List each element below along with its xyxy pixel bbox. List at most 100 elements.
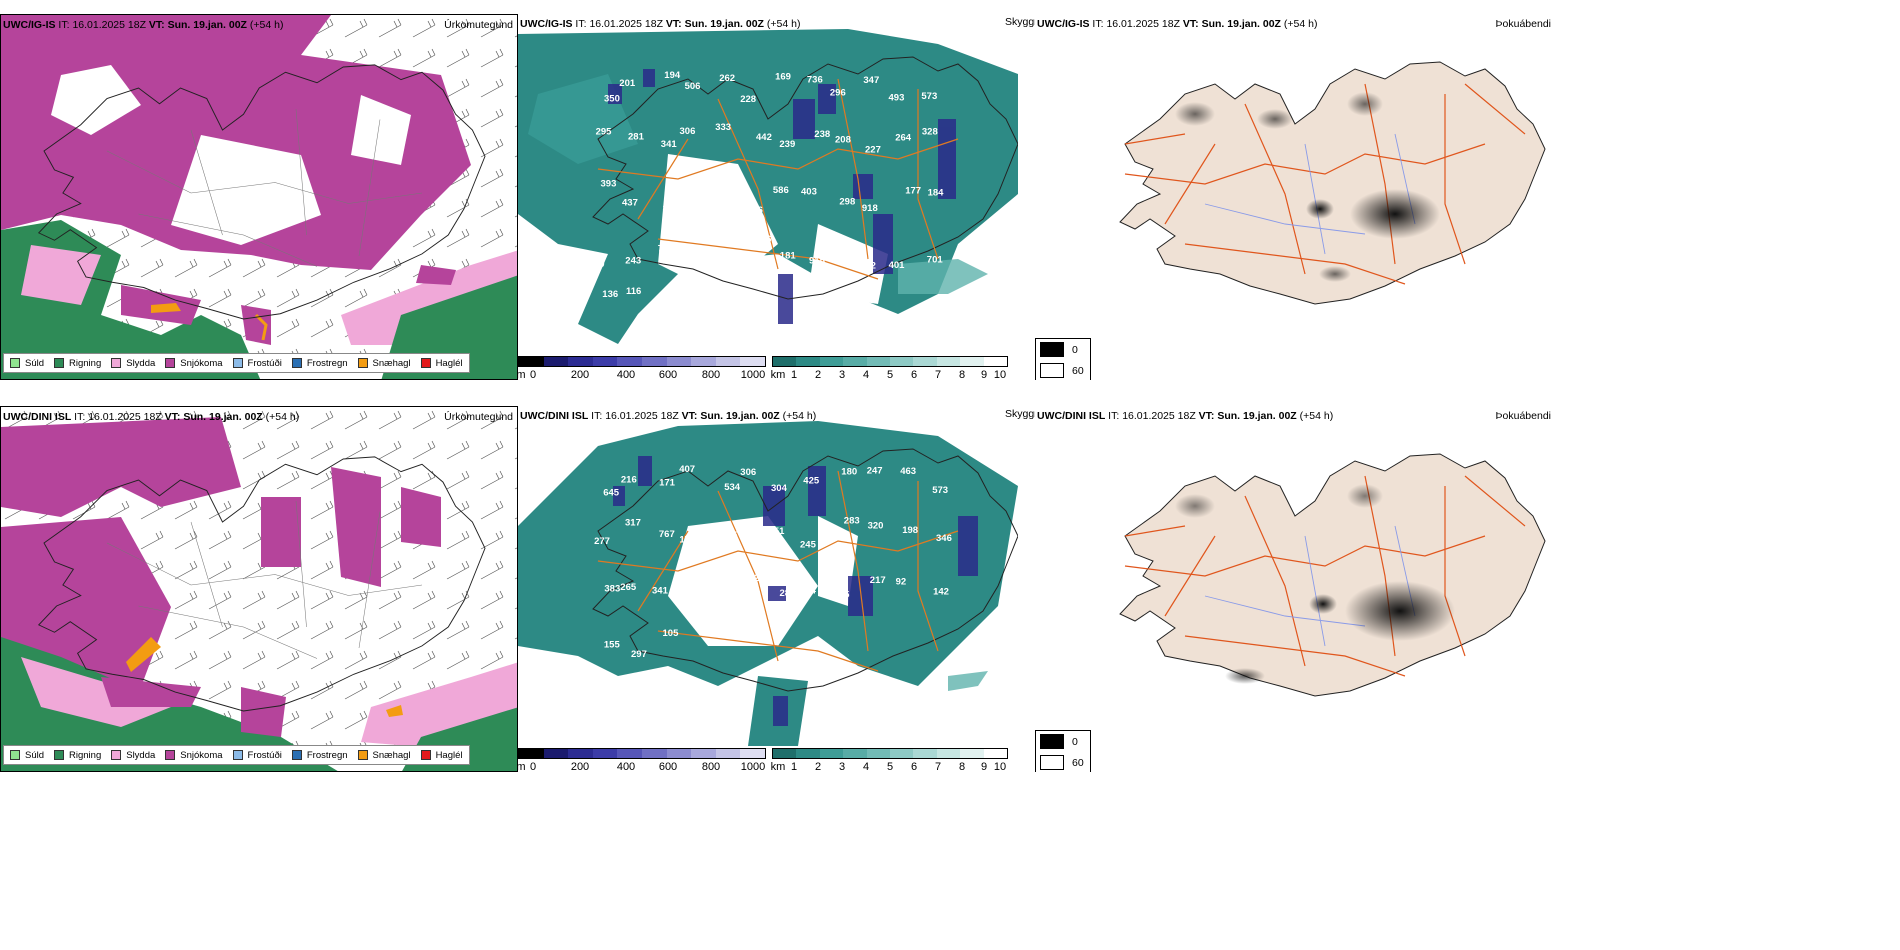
cloud-height-label: 194 — [664, 70, 681, 81]
cloud-height-label: 151 — [769, 526, 786, 537]
cloud-height-label: 366 — [747, 205, 763, 216]
cloud-height-label: 320 — [868, 521, 884, 532]
vis-right-title-bottom: Skyggni — [1005, 408, 1043, 420]
cloud-height-label: 129 — [716, 581, 732, 592]
cloud-height-label: 198 — [902, 525, 918, 536]
height-colorbar-bottom: m 0 200 400 600 800 1000 — [518, 748, 766, 772]
legend-item: Slydda — [111, 750, 155, 761]
cloud-height-label: 184 — [800, 585, 817, 596]
cloud-height-label: 265 — [620, 582, 637, 593]
legend-item: Rigning — [54, 750, 101, 761]
cloud-height-label: 403 — [801, 186, 817, 197]
cloud-height-label: 297 — [631, 649, 647, 660]
cloud-height-label: 283 — [844, 515, 860, 526]
cloud-height-label: 247 — [867, 466, 883, 477]
legend-item: Súld — [10, 750, 44, 761]
cloud-height-label: 317 — [625, 517, 641, 528]
legend-item: Haglél — [420, 358, 463, 369]
cloud-height-label: 215 — [834, 590, 851, 601]
legend-item: Súld — [10, 358, 44, 369]
cloud-height-label: 357 — [694, 200, 710, 211]
cloud-height-label: 243 — [625, 256, 641, 267]
precip-title-top: UWC/IG-IS IT: 16.01.2025 18Z VT: Sun. 19… — [3, 19, 284, 31]
cloud-height-label: 767 — [659, 529, 675, 540]
visibility-labels-top: 350 201 194 506 262 228 169 736 296 347 493 573 295 2… — [589, 70, 944, 310]
cloud-height-label: 306 — [740, 467, 756, 478]
precip-panel-top: UWC/IG-IS IT: 16.01.2025 18Z VT: Sun. 19… — [0, 14, 518, 380]
cloud-height-label: 166 — [756, 234, 772, 245]
cloud-height-label: 573 — [921, 91, 937, 102]
cloud-height-label: 350 — [604, 94, 620, 105]
cloud-height-label: 573 — [932, 485, 948, 496]
cloud-height-label: 586 — [773, 185, 789, 196]
vis-title-top: UWC/IG-IS IT: 16.01.2025 18Z VT: Sun. 19… — [520, 18, 801, 30]
cloud-height-label: 135 — [679, 253, 696, 264]
cloud-height-label: 216 — [621, 475, 637, 486]
fog-map-bottom — [1035, 406, 1555, 772]
cloud-height-label: 281 — [628, 132, 645, 143]
legend-item: Frostregn — [291, 358, 348, 369]
fog-legend-bottom: 0 60 — [1035, 730, 1091, 772]
legend-item: Snjókoma — [165, 358, 223, 369]
cloud-height-label: 238 — [814, 129, 830, 140]
cloud-height-label: 265 — [722, 530, 739, 541]
cloud-height-label: 264 — [895, 133, 912, 144]
legend-item: Frostúði — [232, 750, 282, 761]
cloud-height-label: 201 — [619, 78, 636, 89]
fog-title-bottom: UWC/DINI ISL IT: 16.01.2025 18Z VT: Sun.… — [1037, 410, 1334, 422]
cloud-height-label: 369 — [663, 204, 679, 215]
height-colorbar-top: m 0 200 400 600 800 1000 — [518, 356, 766, 380]
vis-colorbar-top: km 1 2 3 4 5 6 7 8 9 10 — [771, 356, 1008, 380]
cloud-height-label: 252 — [652, 299, 668, 310]
cloud-height-label: 171 — [679, 535, 696, 546]
cloud-height-label: 701 — [927, 254, 944, 265]
cloud-height-label: 383 — [604, 583, 620, 594]
cloud-height-label: 289 — [780, 588, 796, 599]
cloud-height-label: 245 — [800, 539, 817, 550]
fog-map-top — [1035, 14, 1555, 380]
legend-item: Rigning — [54, 358, 101, 369]
cloud-height-label: 918 — [862, 203, 878, 214]
cloud-height-label: 155 — [604, 640, 621, 651]
legend-item: Slydda — [111, 358, 155, 369]
legend-item: Frostregn — [291, 750, 348, 761]
cloud-height-label: 346 — [936, 533, 952, 544]
precip-panel-bottom: UWC/DINI ISL IT: 16.01.2025 18Z VT: Sun.… — [0, 406, 518, 772]
cloud-height-label: 437 — [622, 198, 638, 209]
cloud-height-label: 142 — [933, 586, 949, 597]
fog-right-title-bottom: Þokuábendi — [1495, 410, 1551, 422]
vis-title-bottom: UWC/DINI ISL IT: 16.01.2025 18Z VT: Sun.… — [520, 410, 817, 422]
cloud-height-label: 184 — [928, 188, 945, 199]
cloud-height-label: 169 — [775, 72, 791, 83]
fog-right-title-top: Þokuábendi — [1495, 18, 1551, 30]
cloud-height-label: 493 — [889, 92, 905, 103]
cloud-height-label: 328 — [922, 127, 938, 138]
fog-panel-top: UWC/IG-IS IT: 16.01.2025 18Z VT: Sun. 19… — [1035, 14, 1555, 380]
legend-item: Haglél — [420, 750, 463, 761]
cloud-height-label: 106 — [723, 237, 739, 248]
vis-colorbar-bottom: km 1 2 3 4 5 6 7 8 9 10 — [771, 748, 1008, 772]
legend-item: Snæhagl — [357, 750, 411, 761]
visibility-panel-top: 350 201 194 506 262 228 169 736 296 347 493 573 295 2… — [518, 14, 1018, 380]
cloud-height-label: 105 — [663, 628, 680, 639]
cloud-height-label: 306 — [680, 126, 696, 137]
cloud-height-label: 239 — [779, 139, 795, 150]
cloud-height-label: 92 — [896, 577, 907, 588]
cloud-height-label: 341 — [652, 586, 669, 597]
fog-legend-top: 0 60 — [1035, 338, 1091, 380]
cloud-height-label: 393 — [601, 179, 617, 190]
cloud-height-label: 296 — [830, 88, 846, 99]
cloud-height-label: 246 — [754, 573, 770, 584]
cloud-height-label: 744 — [658, 244, 675, 255]
cloud-height-label: 506 — [685, 81, 701, 92]
cloud-height-label: 347 — [863, 75, 879, 86]
fog-panel-bottom: UWC/DINI ISL IT: 16.01.2025 18Z VT: Sun.… — [1035, 406, 1555, 772]
cloud-height-label: 116 — [626, 286, 641, 297]
legend-item: Frostúði — [232, 358, 282, 369]
cloud-height-label: 180 — [841, 466, 857, 477]
cloud-height-label: 217 — [870, 575, 886, 586]
cloud-height-label: 304 — [771, 483, 788, 494]
cloud-height-label: 407 — [679, 464, 695, 475]
